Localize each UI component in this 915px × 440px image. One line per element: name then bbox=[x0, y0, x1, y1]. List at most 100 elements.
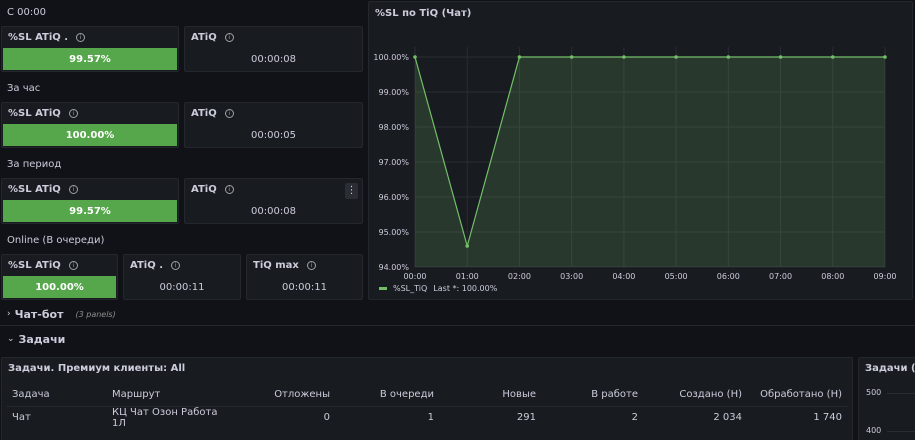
column-header[interactable]: Отложены bbox=[274, 389, 330, 401]
column-header[interactable]: В очереди bbox=[379, 389, 434, 401]
column-header[interactable]: Новые bbox=[502, 389, 536, 401]
panel-title: TiQ max bbox=[253, 260, 299, 271]
data-point bbox=[413, 55, 417, 59]
data-point bbox=[674, 55, 678, 59]
y-tick-label: 99.00% bbox=[378, 88, 409, 97]
x-tick-label: 05:00 bbox=[665, 272, 688, 281]
data-point bbox=[883, 55, 887, 59]
y-tick-label: 100.00% bbox=[373, 53, 409, 62]
table-row[interactable]: Чат КЦ Чат Озон Работа 1Л 0 1 291 2 2 03… bbox=[6, 405, 848, 429]
section-title-since-midnight: С 00:00 bbox=[7, 7, 46, 18]
stat-panel-atiq-per-hour[interactable]: ATiQ i 00:00:05 bbox=[184, 102, 363, 148]
y-tick-label: 95.00% bbox=[378, 228, 409, 237]
stat-value: 00:00:08 bbox=[251, 206, 296, 217]
data-point bbox=[622, 55, 626, 59]
stat-panel-atiq-online[interactable]: ATiQ . i 00:00:11 bbox=[123, 254, 241, 300]
stat-panel-sl-per-hour[interactable]: %SL ATiQ i 100.00% bbox=[1, 102, 179, 148]
table-cell: 291 bbox=[440, 405, 542, 429]
info-icon[interactable]: i bbox=[224, 185, 234, 194]
chevron-right-icon[interactable]: › bbox=[7, 309, 11, 319]
row-chatbot[interactable]: › Чат-бот (3 panels) bbox=[0, 304, 915, 324]
row-divider bbox=[0, 325, 915, 326]
stat-value-bar: 99.57% bbox=[3, 48, 177, 70]
data-point bbox=[465, 244, 470, 248]
x-tick-label: 02:00 bbox=[508, 272, 531, 281]
row-title-tasks[interactable]: Задачи bbox=[18, 332, 66, 346]
info-icon[interactable]: i bbox=[306, 261, 316, 270]
info-icon[interactable]: i bbox=[68, 109, 78, 118]
table-cell: 0 bbox=[236, 405, 336, 429]
x-tick-label: 04:00 bbox=[612, 272, 635, 281]
side-y-tick: 400 bbox=[866, 426, 882, 435]
stat-value: 00:00:05 bbox=[251, 130, 296, 141]
data-point bbox=[726, 55, 731, 59]
info-icon[interactable]: i bbox=[68, 261, 78, 270]
table-cell: Чат bbox=[6, 405, 106, 429]
info-icon[interactable]: i bbox=[76, 33, 86, 42]
x-tick-label: 03:00 bbox=[560, 272, 583, 281]
y-tick-label: 96.00% bbox=[378, 193, 409, 202]
tasks-chart-panel-partial[interactable]: Задачи (Ча 500 400 bbox=[858, 357, 915, 440]
panel-title: ATiQ bbox=[191, 108, 217, 119]
y-tick-label: 94.00% bbox=[378, 263, 409, 272]
info-icon[interactable]: i bbox=[171, 261, 180, 270]
x-tick-label: 09:00 bbox=[873, 272, 896, 281]
panel-title: %SL ATiQ bbox=[8, 260, 61, 271]
row-panel-count: (3 panels) bbox=[75, 309, 116, 319]
x-tick-label: 07:00 bbox=[769, 272, 792, 281]
panel-title: %SL ATiQ . bbox=[8, 32, 69, 43]
panel-title: %SL ATiQ bbox=[8, 184, 61, 195]
table-cell: КЦ Чат Озон Работа 1Л bbox=[106, 405, 236, 429]
chart-panel-sl-tiq[interactable]: %SL по TiQ (Чат) 100.00% 99.00% 98.00% 97.0… bbox=[368, 1, 913, 300]
sl-tiq-chart: 100.00% 99.00% 98.00% 97.00% 96.00% 95.00% 94.… bbox=[373, 47, 897, 281]
tasks-table: Задача Маршрут Отложены В очереди Новые … bbox=[6, 384, 848, 429]
stat-value-bar: 100.00% bbox=[3, 124, 177, 146]
section-title-per-period: За период bbox=[7, 159, 62, 170]
section-title-per-hour: За час bbox=[7, 83, 41, 94]
stat-panel-sl-since-midnight[interactable]: %SL ATiQ . i 99.57% bbox=[1, 26, 179, 72]
info-icon[interactable]: i bbox=[224, 33, 234, 42]
panel-title: ATiQ bbox=[191, 32, 217, 43]
column-header[interactable]: Обработано (Н) bbox=[760, 389, 842, 401]
stat-panel-sl-per-period[interactable]: %SL ATiQ i 99.57% bbox=[1, 178, 179, 224]
table-cell: 1 740 bbox=[748, 405, 848, 429]
section-title-online: Online (В очереди) bbox=[7, 235, 105, 246]
table-cell: 1 bbox=[336, 405, 440, 429]
y-tick-label: 98.00% bbox=[378, 123, 409, 132]
data-point bbox=[778, 55, 783, 59]
data-point bbox=[569, 55, 574, 59]
side-y-tick: 500 bbox=[866, 388, 882, 397]
table-title: Задачи. Премиум клиенты: All bbox=[8, 363, 186, 374]
legend-last-value: Last *: 100.00% bbox=[433, 284, 498, 293]
stat-panel-atiq-since-midnight[interactable]: ATiQ i 00:00:08 bbox=[184, 26, 363, 72]
x-tick-label: 01:00 bbox=[456, 272, 479, 281]
column-header[interactable]: В работе bbox=[591, 389, 638, 401]
chart-legend[interactable]: %SL_TiQ Last *: 100.00% bbox=[379, 284, 497, 293]
column-header[interactable]: Маршрут bbox=[112, 389, 161, 401]
panel-title: ATiQ bbox=[191, 184, 217, 195]
column-header[interactable]: Задача bbox=[12, 389, 50, 401]
stat-value: 00:00:11 bbox=[282, 282, 327, 293]
info-icon[interactable]: i bbox=[224, 109, 234, 118]
stat-value-bar: 99.57% bbox=[3, 200, 177, 222]
panel-menu-icon[interactable]: ⋮ bbox=[345, 183, 358, 199]
chevron-down-icon[interactable]: ⌄ bbox=[7, 334, 15, 344]
chart-title: %SL по TiQ (Чат) bbox=[375, 8, 472, 19]
table-cell: 2 bbox=[542, 405, 644, 429]
stat-panel-sl-online[interactable]: %SL ATiQ i 100.00% bbox=[1, 254, 118, 300]
stat-value-bar: 100.00% bbox=[3, 276, 116, 298]
row-title-chatbot[interactable]: Чат-бот bbox=[14, 307, 64, 321]
stat-panel-tiq-max-online[interactable]: TiQ max i 00:00:11 bbox=[246, 254, 363, 300]
row-tasks[interactable]: ⌄ Задачи bbox=[0, 329, 915, 349]
stat-panel-atiq-per-period[interactable]: ATiQ i ⋮ 00:00:08 bbox=[184, 178, 363, 224]
tasks-table-panel[interactable]: Задачи. Премиум клиенты: All Задача Марш… bbox=[1, 357, 853, 440]
side-grid-line bbox=[887, 431, 915, 432]
side-grid-line bbox=[887, 393, 915, 394]
side-panel-title: Задачи (Ча bbox=[865, 363, 915, 374]
panel-title: %SL ATiQ bbox=[8, 108, 61, 119]
info-icon[interactable]: i bbox=[68, 185, 78, 194]
table-cell: 2 034 bbox=[644, 405, 748, 429]
legend-series-name: %SL_TiQ bbox=[393, 284, 428, 293]
series-area bbox=[415, 57, 885, 267]
column-header[interactable]: Создано (Н) bbox=[679, 389, 742, 401]
